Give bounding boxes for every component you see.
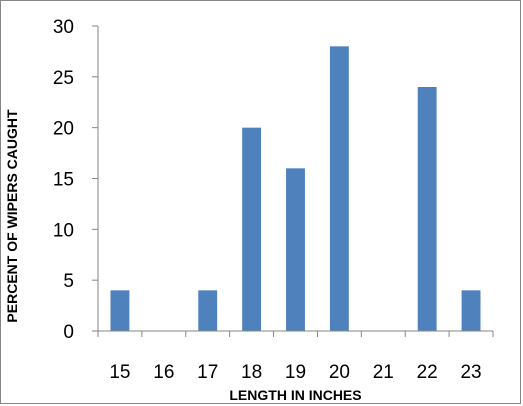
bar-15 <box>110 290 130 331</box>
y-tick-label: 5 <box>63 271 74 292</box>
x-tick-label: 15 <box>109 362 130 383</box>
x-tick-label: 16 <box>153 362 174 383</box>
bar-17 <box>198 290 218 331</box>
bars <box>110 46 481 332</box>
bar-18 <box>242 127 262 332</box>
x-axis-ticks: 15 16 17 18 19 20 21 22 23 <box>97 331 494 383</box>
x-tick-label: 19 <box>285 362 306 383</box>
y-tick-label: 15 <box>53 170 74 191</box>
y-tick-label: 0 <box>63 322 74 343</box>
x-tick-label: 22 <box>417 362 438 383</box>
y-tick-label: 30 <box>53 17 74 38</box>
bar-19 <box>286 168 305 331</box>
y-tick-label: 20 <box>53 119 74 140</box>
x-tick-label: 23 <box>460 362 481 383</box>
x-axis-title: LENGTH IN INCHES <box>229 387 361 403</box>
x-tick-label: 18 <box>241 362 262 383</box>
x-tick-label: 20 <box>329 362 350 383</box>
x-tick-label: 21 <box>373 362 394 383</box>
x-tick-label: 17 <box>197 362 218 383</box>
bar-20 <box>329 46 349 331</box>
axes <box>97 26 493 332</box>
bar-23 <box>461 290 481 331</box>
bar-22 <box>417 87 437 331</box>
y-axis-title: PERCENT OF WIPERS CAUGHT <box>4 109 20 323</box>
y-tick-label: 25 <box>53 68 74 89</box>
y-axis-ticks: 0 5 10 15 20 25 30 <box>53 17 98 343</box>
y-tick-label: 10 <box>53 220 74 241</box>
